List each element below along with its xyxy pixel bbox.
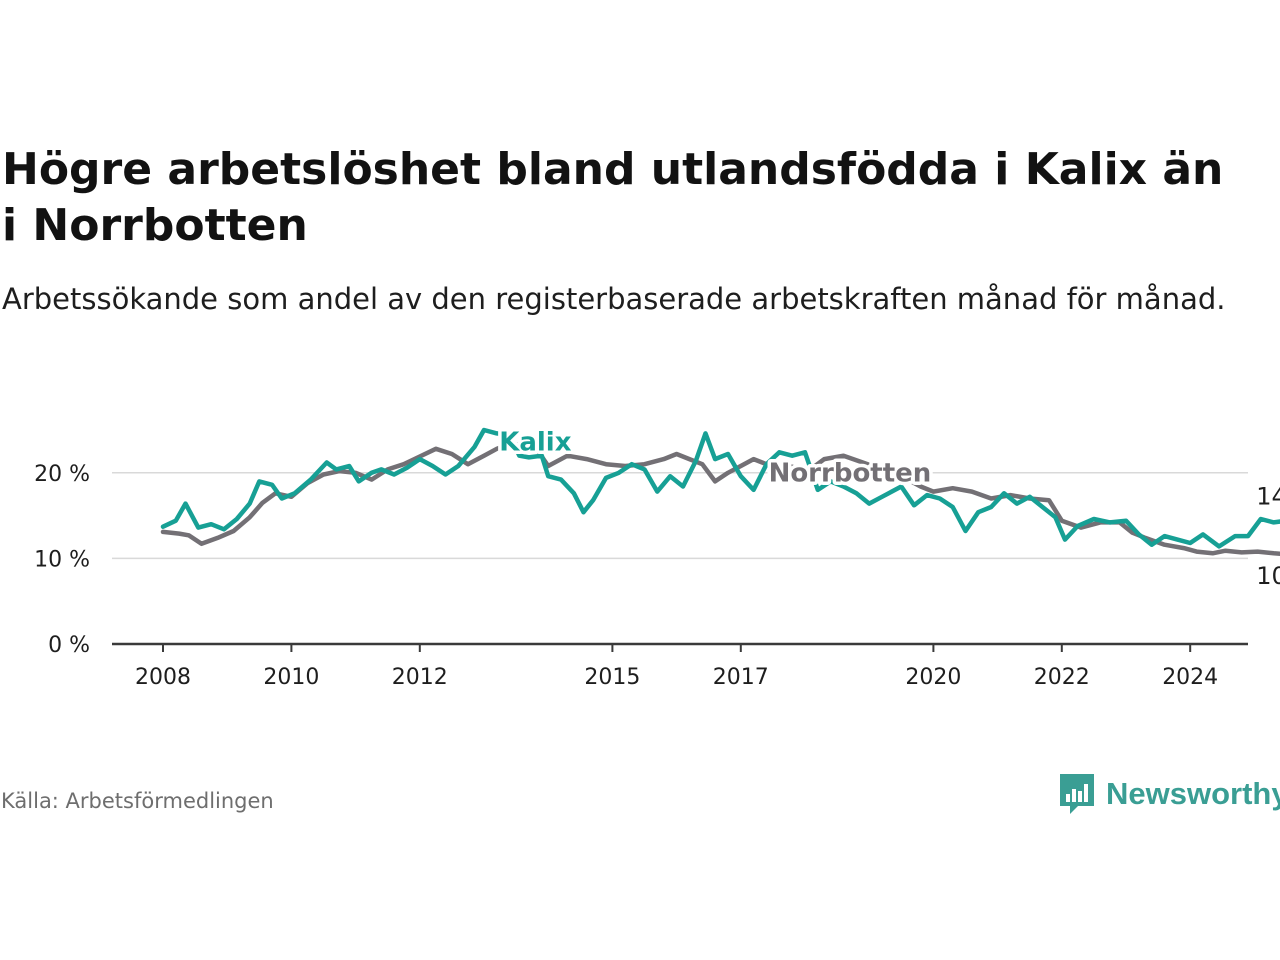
series-label-norrbotten: Norrbotten bbox=[769, 458, 932, 488]
series-labels: Norrbotten Kalix 14,4 % 10,5 % bbox=[496, 424, 1280, 590]
y-tick-label: 10 % bbox=[34, 547, 90, 572]
x-tick-label: 2012 bbox=[392, 665, 448, 690]
newsworthy-brand[interactable]: Newsworthy bbox=[1058, 772, 1280, 816]
x-tick-label: 2020 bbox=[905, 665, 961, 690]
y-tick-label: 20 % bbox=[34, 462, 90, 487]
series-line-kalix bbox=[160, 427, 1280, 549]
x-tick-label: 2024 bbox=[1162, 665, 1218, 690]
x-tick-label: 2008 bbox=[135, 665, 191, 690]
chart-title: Högre arbetslöshet bland utlandsfödda i … bbox=[2, 144, 1224, 251]
series-label-kalix: Kalix bbox=[499, 428, 572, 458]
x-tick-label: 2022 bbox=[1034, 665, 1090, 690]
x-tick-label: 2010 bbox=[263, 665, 319, 690]
x-tick-label: 2015 bbox=[584, 665, 640, 690]
newsworthy-logo-icon bbox=[1060, 774, 1094, 814]
gridlines bbox=[112, 472, 1248, 560]
series-line-norrbotten bbox=[160, 441, 1280, 556]
x-axis: 2008 2010 2012 2015 2017 2020 2022 2024 bbox=[112, 642, 1248, 690]
line-chart: 0 % 10 % 20 % 2008 2010 2012 2015 2017 2020 2022… bbox=[34, 424, 1280, 690]
chart-subtitle: Arbetssökande som andel av den registerb… bbox=[2, 282, 1226, 316]
y-tick-label: 0 % bbox=[48, 633, 90, 658]
y-axis-ticks: 0 % 10 % 20 % bbox=[34, 462, 90, 658]
brand-name: Newsworthy bbox=[1106, 776, 1280, 811]
series-lines bbox=[160, 427, 1280, 556]
end-value-label-kalix: 14,4 % bbox=[1256, 483, 1280, 511]
x-tick-label: 2017 bbox=[713, 665, 769, 690]
end-value-label-norrbotten: 10,5 % bbox=[1256, 562, 1280, 590]
source-note: Källa: Arbetsförmedlingen bbox=[1, 789, 274, 813]
